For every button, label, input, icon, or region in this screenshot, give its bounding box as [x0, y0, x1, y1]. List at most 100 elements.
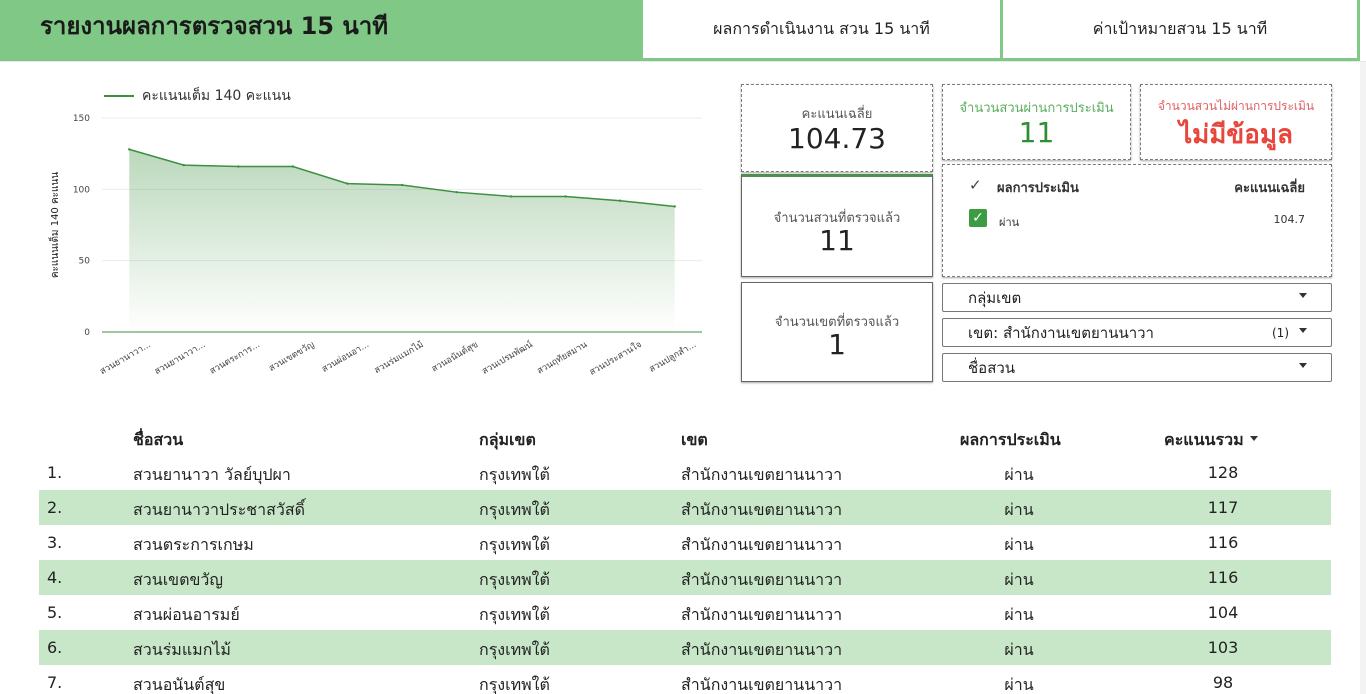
district-filter-dropdown[interactable]: เขต: สำนักงานเขตยานนาวา (1)	[942, 318, 1332, 347]
summary-row-result: ผ่าน	[999, 216, 1020, 229]
row-group: กรุงเทพใต้	[479, 675, 550, 694]
row-name: สวนผ่อนอารมย์	[133, 605, 240, 624]
header-result[interactable]: ผลการประเมิน	[960, 430, 1061, 449]
row-district: สำนักงานเขตยานนาวา	[681, 605, 843, 624]
row-number: 1.	[47, 463, 63, 482]
x-tick-label: สวนปลูกสำ...	[647, 339, 698, 375]
table-row[interactable]: 5. สวนผ่อนอารมย์ กรุงเทพใต้ สำนักงานเขตยานน…	[39, 595, 1331, 630]
row-district: สำนักงานเขตยานนาวา	[681, 640, 843, 659]
row-score: 98	[1212, 673, 1234, 692]
x-tick-label: สวนผ่อนอา...	[320, 340, 371, 375]
y-axis-title: คะแนนเต็ม 140 คะแนน	[47, 172, 61, 278]
pass-count-value: 11	[1018, 116, 1055, 149]
chevron-down-icon	[1299, 293, 1307, 298]
header-name[interactable]: ชื่อสวน	[133, 430, 184, 449]
table-row[interactable]: 2. สวนยานาวาประชาสวัสดิ์ กรุงเทพใต้ สำนักงา…	[39, 490, 1331, 525]
row-district: สำนักงานเขตยานนาวา	[681, 675, 843, 694]
table-row[interactable]: 6. สวนร่มแมกไม้ กรุงเทพใต้ สำนักงานเขตยานนา…	[39, 630, 1331, 665]
scrollbar[interactable]	[1360, 62, 1366, 694]
row-score: 116	[1207, 568, 1239, 587]
data-point	[182, 163, 186, 167]
data-point	[237, 165, 240, 168]
table-header-row: ชื่อสวน กลุ่มเขต เขต ผลการประเมิน คะแนนร…	[39, 420, 1331, 455]
x-tick-label: สวนยานาวา...	[153, 340, 207, 377]
districts-checked-card: จำนวนเขตที่ตรวจแล้ว 1	[741, 282, 933, 382]
score-chart: 0 50 100 150 คะแนนเต็ม 140 คะแนน สวนยานาวา...…	[40, 80, 720, 400]
group-filter-label: กลุ่มเขต	[968, 288, 1022, 307]
row-group: กรุงเทพใต้	[479, 465, 550, 484]
parks-checked-card: จำนวนสวนที่ตรวจแล้ว 11	[741, 174, 933, 277]
tab-performance[interactable]: ผลการดำเนินงาน สวน 15 นาที	[640, 0, 1000, 61]
table-row[interactable]: 4. สวนเขตขวัญ กรุงเทพใต้ สำนักงานเขตยานนาวา…	[39, 560, 1331, 595]
row-score: 128	[1207, 463, 1239, 482]
data-point	[618, 199, 622, 202]
table-row[interactable]: 1. สวนยานาวา วัลย์บุปผา กรุงเทพใต้ สำนักงาน…	[39, 455, 1331, 490]
row-checkbox-icon[interactable]: ✓	[969, 209, 987, 227]
row-district: สำนักงานเขตยานนาวา	[681, 570, 843, 589]
pass-count-card: จำนวนสวนผ่านการประเมิน 11	[942, 84, 1131, 160]
row-name: สวนอนันต์สุข	[133, 675, 226, 694]
y-tick-label: 0	[84, 328, 90, 338]
row-district: สำนักงานเขตยานนาวา	[681, 535, 843, 554]
x-tick-label: สวนอนันต์สุข	[429, 338, 480, 374]
parks-table: ชื่อสวน กลุ่มเขต เขต ผลการประเมิน คะแนนร…	[39, 420, 1331, 694]
summary-row[interactable]: ✓ ผ่าน 104.7	[943, 209, 1331, 231]
avg-score-card: คะแนนเฉลี่ย 104.73	[741, 84, 933, 172]
data-point	[455, 190, 458, 194]
summary-header-row: ✓ ผลการประเมิน คะแนนเฉลี่ย	[943, 175, 1331, 196]
select-all-checkbox-icon[interactable]: ✓	[969, 176, 982, 194]
row-name: สวนตระการเกษม	[133, 535, 254, 554]
page-title: รายงานผลการตรวจสวน 15 นาที	[40, 12, 389, 40]
fail-count-value: ไม่มีข้อมูล	[1179, 120, 1293, 150]
x-tick-label: สวนร่มแมกไม้	[372, 339, 425, 376]
data-point	[673, 205, 676, 208]
row-score: 103	[1207, 638, 1239, 657]
group-filter-dropdown[interactable]: กลุ่มเขต	[942, 283, 1332, 312]
avg-score-value: 104.73	[788, 122, 886, 155]
districts-checked-value: 1	[828, 328, 846, 361]
data-point	[509, 195, 513, 198]
header-group[interactable]: กลุ่มเขต	[479, 430, 536, 449]
row-result: ผ่าน	[1004, 640, 1034, 659]
parks-checked-value: 11	[819, 224, 855, 257]
row-score: 117	[1207, 498, 1239, 517]
row-name: สวนร่มแมกไม้	[133, 640, 231, 659]
row-group: กรุงเทพใต้	[479, 570, 550, 589]
sort-desc-icon[interactable]	[1249, 436, 1258, 441]
data-point	[346, 182, 349, 185]
summary-header-avg: คะแนนเฉลี่ย	[1234, 181, 1305, 196]
districts-checked-label: จำนวนเขตที่ตรวจแล้ว	[774, 315, 900, 330]
row-number: 2.	[47, 498, 63, 517]
row-number: 3.	[47, 533, 63, 552]
row-result: ผ่าน	[1004, 675, 1034, 694]
x-tick-label: สวนเปรมพัฒน์	[480, 338, 535, 377]
park-filter-dropdown[interactable]: ชื่อสวน	[942, 353, 1332, 382]
row-result: ผ่าน	[1004, 465, 1034, 484]
header-score[interactable]: คะแนนรวม	[1164, 428, 1282, 453]
legend-swatch	[104, 95, 134, 97]
row-result: ผ่าน	[1004, 500, 1034, 519]
row-group: กรุงเทพใต้	[479, 605, 550, 624]
header-district[interactable]: เขต	[681, 430, 708, 449]
row-district: สำนักงานเขตยานนาวา	[681, 500, 843, 519]
row-group: กรุงเทพใต้	[479, 640, 550, 659]
header-divider	[0, 61, 1366, 62]
x-tick-label: สวนประสานใจ	[588, 339, 644, 378]
title-bar: รายงานผลการตรวจสวน 15 นาที	[0, 0, 640, 61]
table-row[interactable]: 3. สวนตระการเกษม กรุงเทพใต้ สำนักงานเขตยานน…	[39, 525, 1331, 560]
table-row[interactable]: 7. สวนอนันต์สุข กรุงเทพใต้ สำนักงานเขตยานนา…	[39, 665, 1331, 694]
y-tick-label: 50	[79, 257, 91, 267]
row-number: 7.	[47, 673, 63, 692]
tab-targets[interactable]: ค่าเป้าหมายสวน 15 นาที	[1000, 0, 1360, 61]
legend-label: คะแนนเต็ม 140 คะแนน	[142, 88, 291, 104]
row-group: กรุงเทพใต้	[479, 535, 550, 554]
district-filter-label: เขต: สำนักงานเขตยานนาวา	[968, 323, 1154, 342]
data-point	[564, 195, 567, 198]
row-name: สวนยานาวา วัลย์บุปผา	[133, 465, 291, 484]
x-tick-label: สวนเขตขวัญ	[268, 340, 317, 374]
x-tick-label: สวนยานาวา...	[98, 340, 152, 377]
row-number: 6.	[47, 638, 63, 657]
parks-checked-label: จำนวนสวนที่ตรวจแล้ว	[773, 211, 901, 226]
data-point	[400, 183, 404, 187]
data-point	[291, 165, 295, 168]
